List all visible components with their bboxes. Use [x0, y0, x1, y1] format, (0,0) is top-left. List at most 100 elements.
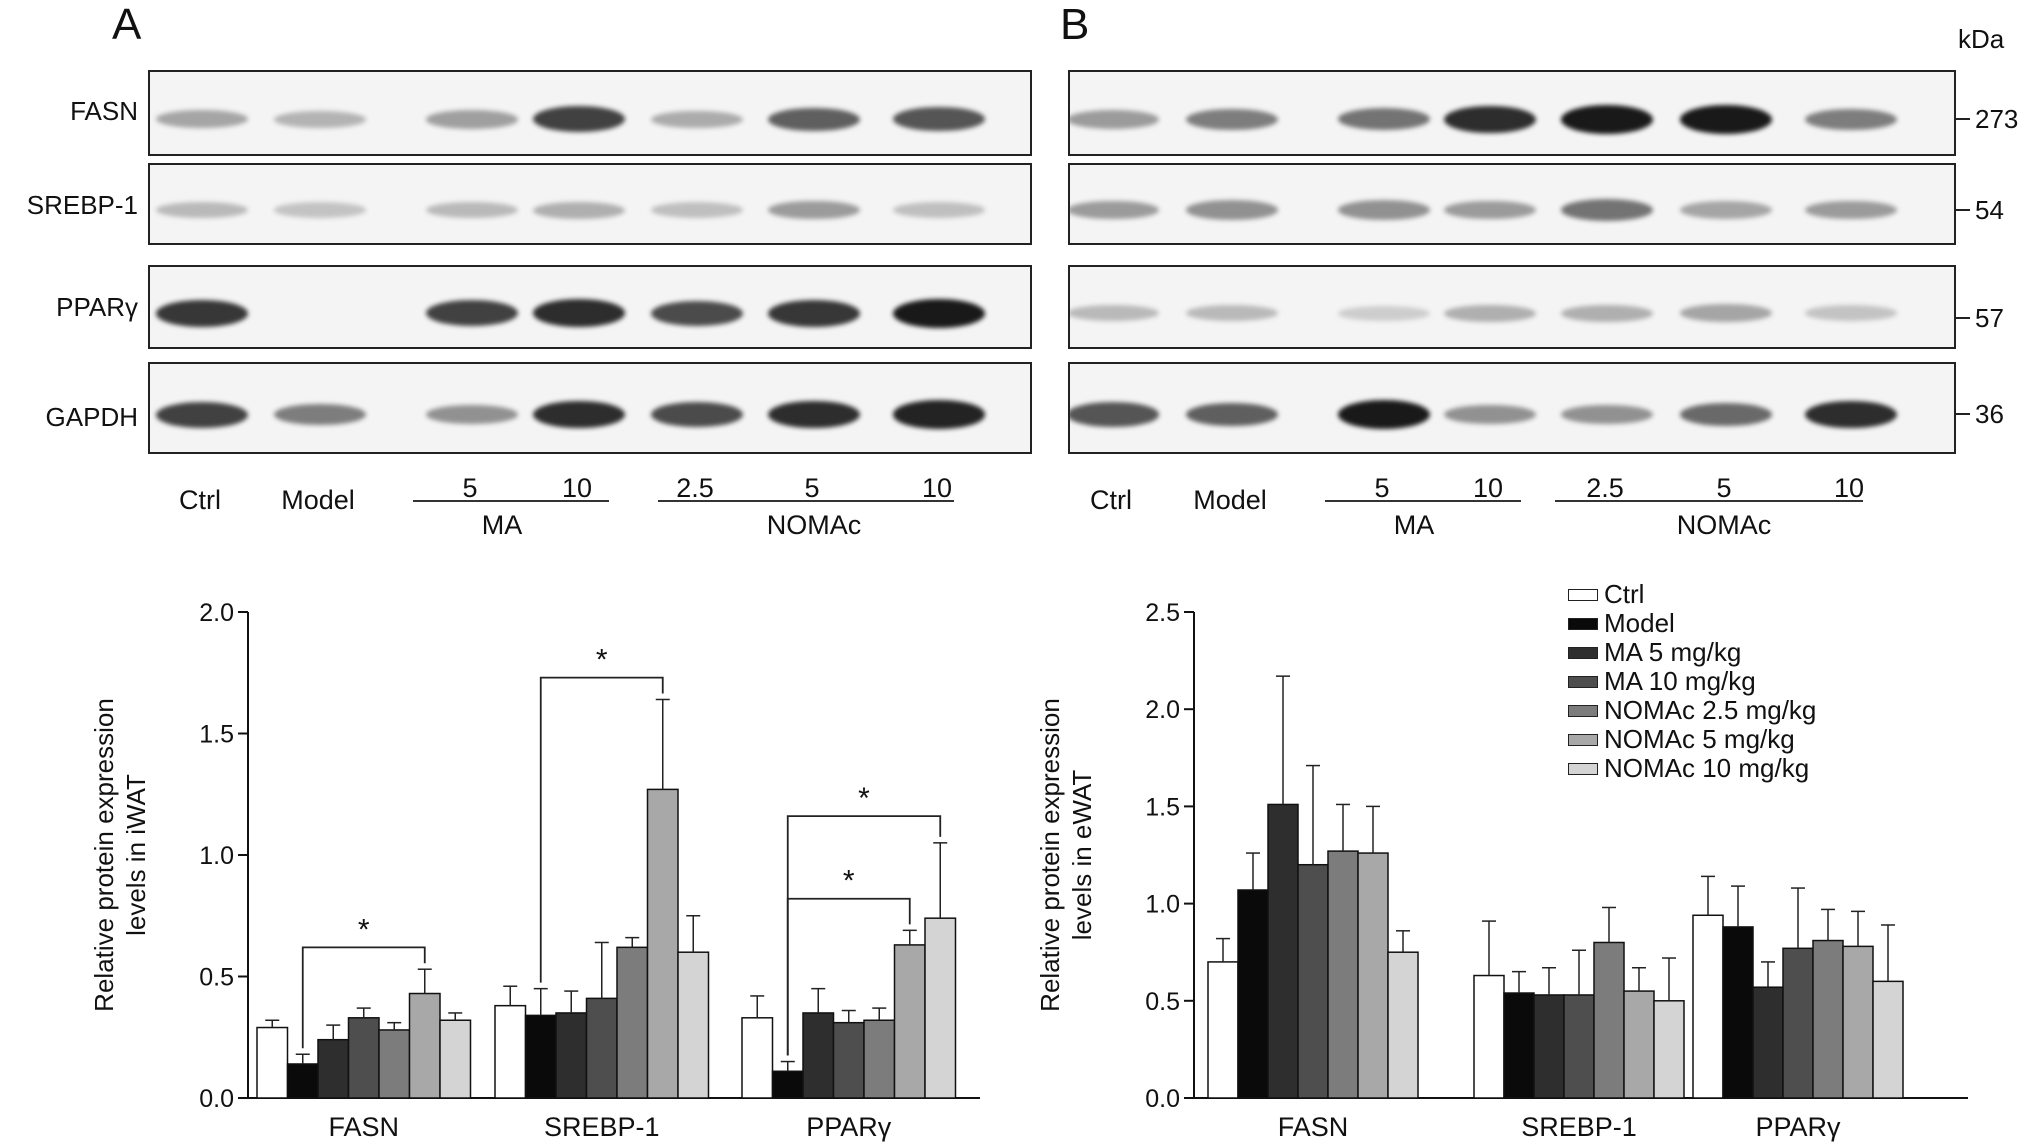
lane-label-model-a: Model — [281, 485, 355, 515]
legend-label: NOMAc 5 mg/kg — [1604, 724, 1795, 754]
lane-label-ma5-a: 5 — [462, 473, 478, 503]
lane-label-ctrl-b: Ctrl — [1090, 485, 1132, 515]
iwat-bar-srebp1-2 — [555, 1012, 588, 1099]
ewat-bar-fasn-4 — [1327, 850, 1359, 1099]
blot-band — [533, 400, 625, 429]
blot-band — [426, 300, 518, 327]
iwat-bar-fasn-4 — [378, 1029, 411, 1099]
legend-item: Ctrl — [1568, 579, 1816, 609]
blot-band — [533, 201, 625, 219]
iwat-bar-srebp1-0 — [494, 1004, 527, 1099]
blot-band — [1186, 305, 1278, 322]
ewat-bar-fasn-1 — [1237, 889, 1269, 1099]
blot-band — [1338, 305, 1430, 321]
legend-item: Model — [1568, 608, 1816, 638]
panel-letter-b: B — [1060, 0, 1090, 49]
blot-band — [1338, 200, 1430, 220]
western-blot-strip-ppar-a — [148, 265, 1032, 349]
blot-band — [1444, 200, 1536, 220]
ewat-bar-fasn-3 — [1297, 863, 1329, 1099]
legend-label: Ctrl — [1604, 579, 1645, 609]
blot-label-fasn-a: FASN — [70, 96, 138, 126]
group-line-nomac-a — [658, 500, 954, 502]
lane-label-nomac5-b: 5 — [1716, 473, 1732, 503]
blot-band — [533, 106, 625, 133]
blot-band — [1070, 305, 1159, 322]
blot-band — [1444, 105, 1536, 134]
blot-band — [274, 404, 366, 426]
blot-band — [426, 201, 518, 219]
iwat-y-tick-label: 1.0 — [199, 842, 234, 870]
blot-band — [1561, 104, 1653, 134]
blot-band — [1680, 304, 1772, 323]
blot-band — [1444, 304, 1536, 322]
iwat-bar-ppar-3 — [832, 1021, 865, 1099]
blot-band — [1444, 404, 1536, 425]
iwat-significance-bracket — [539, 676, 664, 983]
blot-band — [1805, 400, 1897, 429]
blot-band — [1805, 305, 1897, 321]
blot-band — [1338, 108, 1430, 131]
ewat-bar-fasn-5 — [1357, 852, 1389, 1099]
blot-band — [1561, 404, 1653, 425]
iwat-bar-ppar-5 — [893, 944, 926, 1099]
ewat-bar-srebp1-4 — [1593, 941, 1625, 1099]
group-line-nomac-b — [1555, 500, 1863, 502]
ewat-y-tick-label: 0.5 — [1145, 988, 1180, 1016]
iwat-y-tick-label: 0.0 — [199, 1085, 234, 1113]
blot-band — [533, 299, 625, 327]
ewat-bar-srebp1-6 — [1653, 1000, 1685, 1099]
ewat-bar-srebp1-2 — [1533, 994, 1565, 1099]
legend-label: NOMAc 10 mg/kg — [1604, 753, 1810, 783]
blot-band — [651, 110, 743, 129]
ewat-bar-ppar-2 — [1752, 986, 1784, 1099]
blot-band — [893, 202, 985, 219]
blot-band — [1805, 200, 1897, 220]
legend-swatch — [1568, 762, 1598, 775]
ewat-bar-fasn-0 — [1207, 961, 1239, 1099]
iwat-bar-fasn-0 — [256, 1026, 289, 1099]
panel-letter-a: A — [112, 0, 142, 49]
legend-item: NOMAc 5 mg/kg — [1568, 724, 1816, 754]
group-line-ma-b — [1325, 500, 1521, 502]
blot-band — [1680, 104, 1772, 134]
blot-band — [651, 202, 743, 219]
blot-band — [893, 298, 985, 328]
western-blot-strip-srebp1-b — [1068, 163, 1956, 245]
lane-label-nomac25-a: 2.5 — [676, 473, 714, 503]
blot-band — [426, 110, 518, 129]
ewat-category-label: FASN — [1278, 1112, 1349, 1142]
ewat-y-tick-label: 2.5 — [1145, 599, 1180, 627]
ewat-bar-ppar-0 — [1692, 914, 1724, 1099]
lane-label-model-b: Model — [1193, 485, 1267, 515]
blot-band — [651, 300, 743, 326]
iwat-category-label: PPARγ — [806, 1112, 892, 1142]
bar-chart-ewat: 0.0 0.5 1.0 1.5 2.0 2.5 Relative protein expre… — [1035, 599, 1968, 1142]
ewat-bar-ppar-4 — [1812, 939, 1844, 1099]
legend-swatch — [1568, 704, 1598, 717]
western-blot-strip-srebp1-a — [148, 163, 1032, 245]
blot-band — [1070, 200, 1159, 220]
blot-band — [426, 404, 518, 425]
legend-item: NOMAc 10 mg/kg — [1568, 753, 1816, 783]
iwat-bar-fasn-5 — [408, 992, 441, 1099]
group-line-ma-a — [413, 500, 609, 502]
kda-label-36: 36 — [1975, 399, 2004, 429]
legend-label: Model — [1604, 608, 1675, 638]
legend-label: MA 10 mg/kg — [1604, 666, 1756, 696]
ewat-bar-srebp1-0 — [1473, 974, 1505, 1099]
blot-label-gapdh-a: GAPDH — [45, 402, 138, 432]
blot-band — [1186, 200, 1278, 220]
lane-label-ma10-a: 10 — [561, 473, 593, 503]
legend-label: NOMAc 2.5 mg/kg — [1604, 695, 1817, 725]
western-blot-strip-gapdh-a — [148, 362, 1032, 454]
blot-band — [274, 202, 366, 218]
iwat-y-axis-label: Relative protein expressionlevels in iWA… — [89, 698, 151, 1012]
legend-label: MA 5 mg/kg — [1604, 637, 1742, 667]
western-blot-strip-gapdh-b — [1068, 362, 1956, 454]
iwat-bar-ppar-4 — [863, 1019, 896, 1099]
group-label-ma-b: MA — [1393, 510, 1435, 540]
blot-band — [156, 110, 248, 129]
legend-swatch — [1568, 588, 1598, 601]
chart-legend: Ctrl Model MA 5 mg/kg MA 10 mg/kg NOMAc 2.5 … — [1568, 579, 1817, 783]
